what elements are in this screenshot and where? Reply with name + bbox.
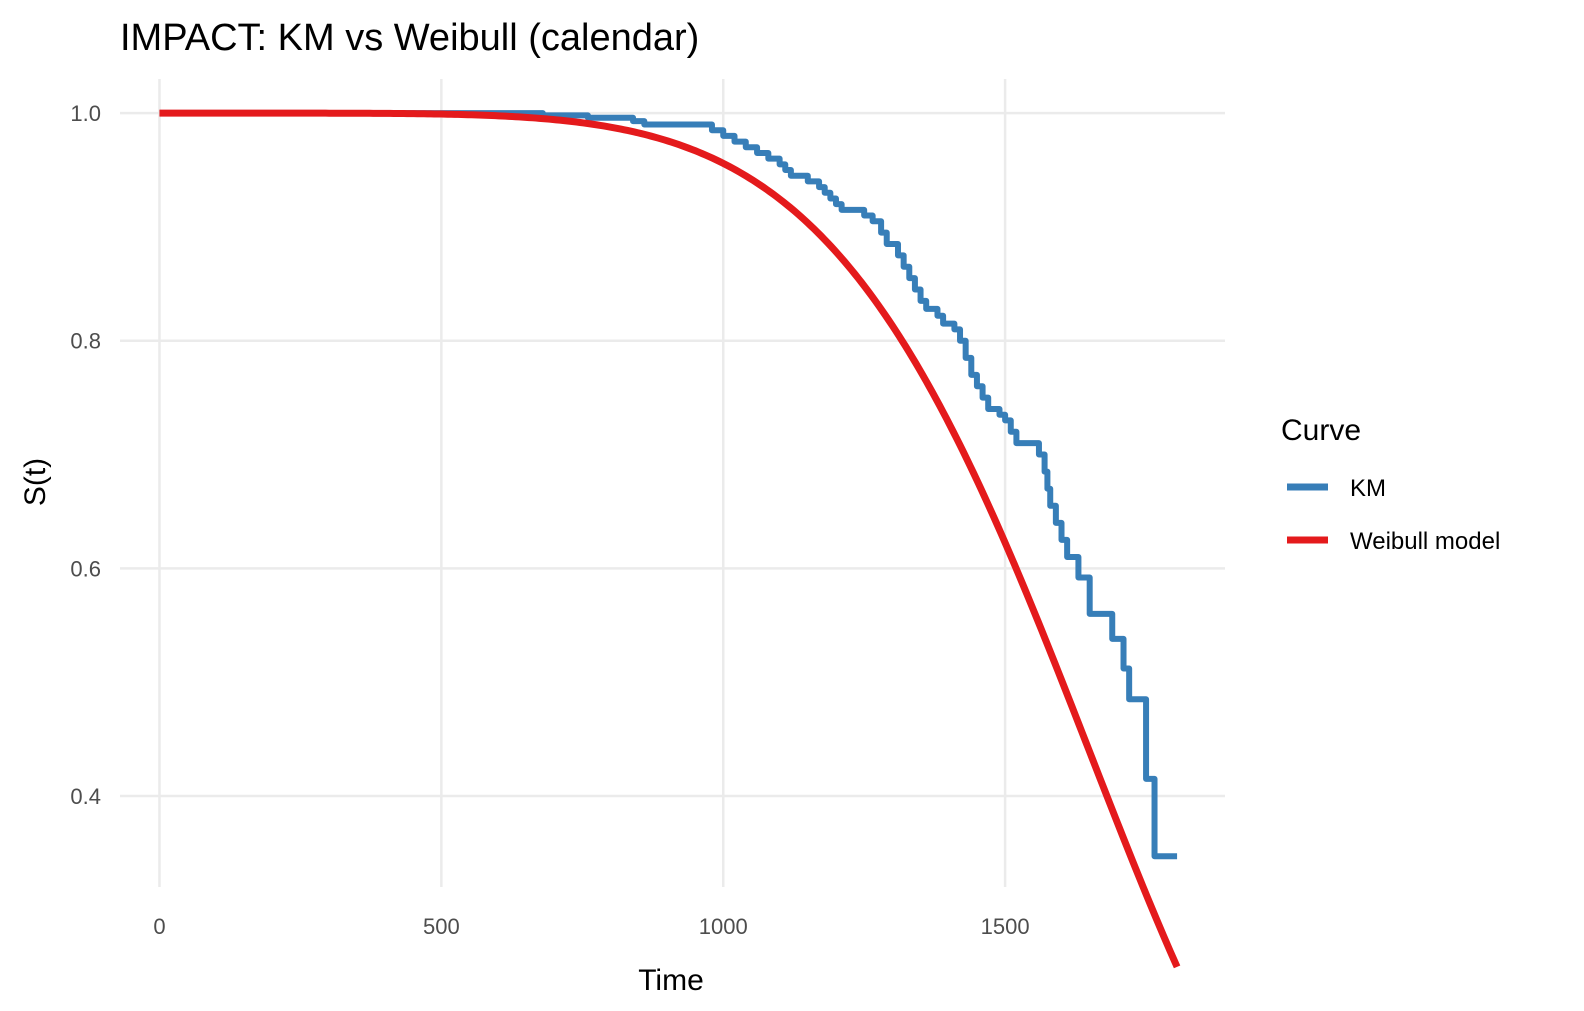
tick-labels: 0 500 1000 1500 0.4 0.6 0.8 1.0 bbox=[70, 101, 1029, 939]
legend-label: KM bbox=[1350, 475, 1386, 502]
x-tick-label: 1500 bbox=[981, 914, 1030, 939]
x-tick-label: 1000 bbox=[699, 914, 748, 939]
weibull-curve bbox=[159, 109, 1181, 969]
y-tick-label: 0.6 bbox=[70, 556, 101, 581]
y-tick-label: 0.8 bbox=[70, 329, 101, 354]
y-tick-label: 0.4 bbox=[70, 784, 101, 809]
x-tick-label: 500 bbox=[423, 914, 460, 939]
y-tick-label: 1.0 bbox=[70, 101, 101, 126]
y-axis-title: S(t) bbox=[19, 458, 52, 506]
x-axis-title: Time bbox=[638, 964, 704, 997]
legend-label: Weibull model bbox=[1350, 528, 1500, 555]
legend-items: KM Weibull model bbox=[1287, 475, 1500, 555]
grid-lines bbox=[120, 79, 1225, 887]
series-lines bbox=[159, 109, 1181, 969]
legend: Curve KM Weibull model bbox=[1281, 414, 1500, 555]
legend-title: Curve bbox=[1281, 414, 1361, 447]
x-tick-label: 0 bbox=[153, 914, 165, 939]
km-curve bbox=[159, 110, 1178, 860]
chart-title: IMPACT: KM vs Weibull (calendar) bbox=[120, 17, 699, 59]
